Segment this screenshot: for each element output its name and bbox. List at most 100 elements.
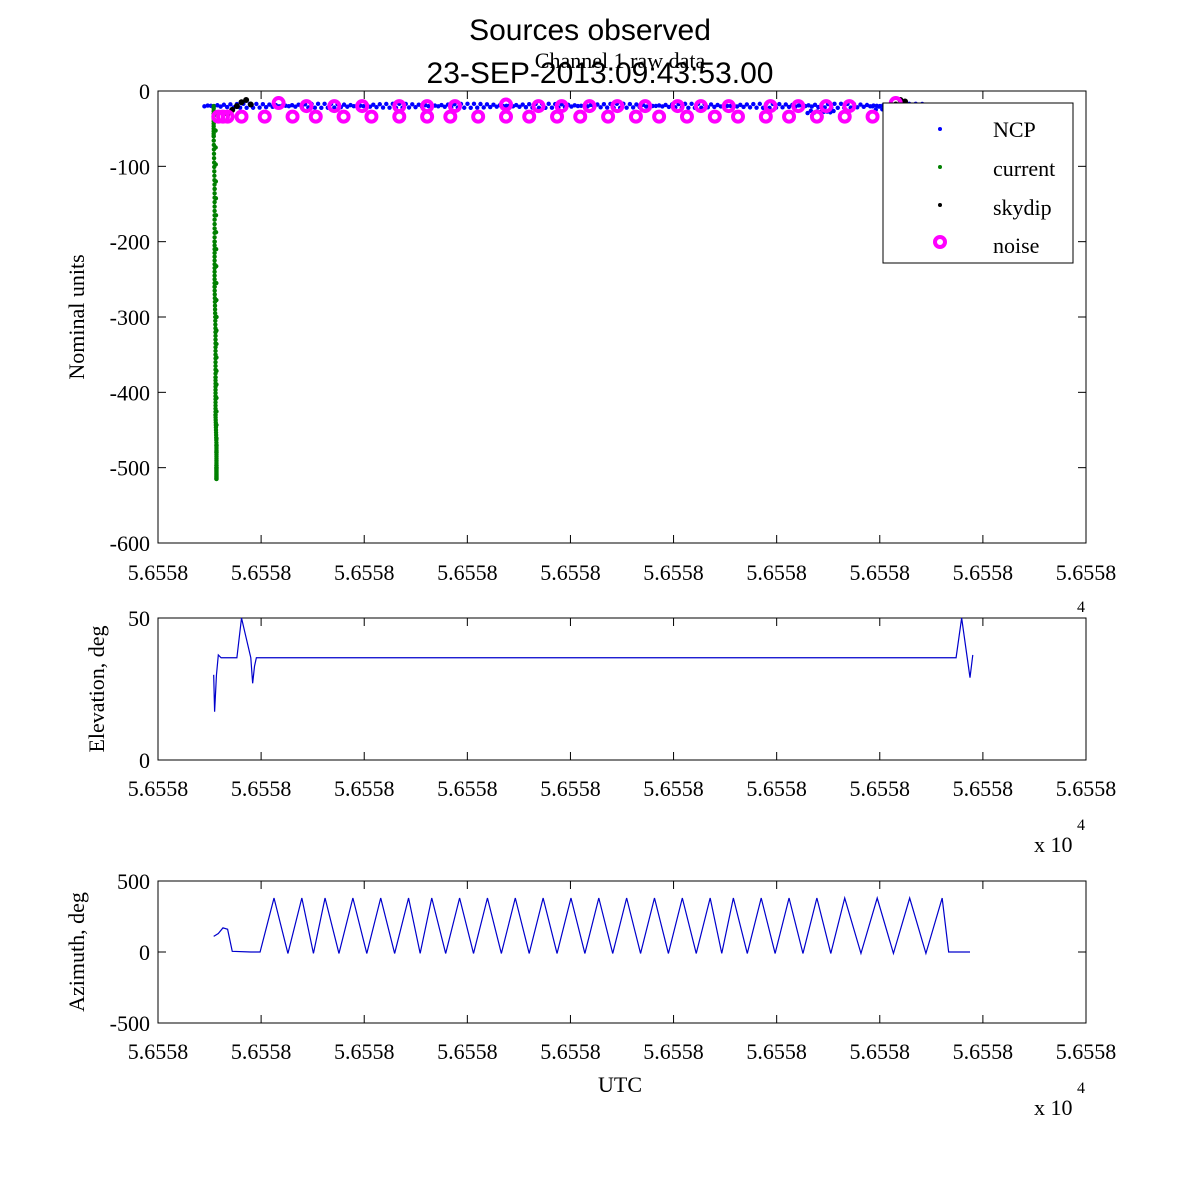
raw-data-x-ticks: 5.6558 5.6558 5.6558 5.6558 5.6558 5.6558 5.65…	[128, 91, 1116, 585]
ncp-point	[514, 102, 519, 108]
current-point	[213, 322, 218, 327]
skydip-point	[238, 99, 245, 106]
current-point	[214, 422, 219, 428]
current-point	[214, 395, 219, 401]
x-tick-label: 5.6558	[746, 776, 807, 801]
current-point	[211, 155, 217, 161]
noise-point	[865, 109, 880, 124]
ncp-point	[244, 105, 249, 111]
current-point	[214, 449, 219, 455]
ncp-point	[523, 105, 529, 110]
ncp-point	[377, 102, 382, 107]
current-point	[211, 151, 217, 156]
elevation-panel: 050 5.6558 5.6558 5.6558 5.6558 5.6558 5.6558…	[84, 599, 1116, 857]
legend-marker-noise	[933, 235, 947, 249]
ncp-point	[471, 101, 477, 107]
current-point	[213, 375, 218, 380]
ncp-point	[546, 101, 551, 107]
ncp-point	[689, 101, 694, 107]
current-point	[212, 258, 217, 263]
x-tick-label: 5.6558	[128, 776, 189, 801]
ncp-point	[559, 102, 564, 107]
ncp-point	[627, 101, 633, 107]
ncp-point	[870, 104, 875, 109]
current-point	[212, 277, 217, 282]
x-tick-label: 5.6558	[334, 560, 395, 585]
x-tick-label: 5.6558	[334, 1039, 395, 1064]
ncp-point	[416, 102, 421, 107]
current-point	[213, 378, 218, 383]
noise-point	[601, 109, 616, 124]
y-tick-label: 50	[128, 606, 150, 631]
ncp-point	[835, 105, 840, 110]
ncp-point	[780, 105, 785, 110]
x-tick-label: 5.6558	[540, 560, 601, 585]
ncp-point	[504, 103, 509, 108]
ncp-point	[805, 110, 810, 116]
current-point	[213, 387, 218, 393]
noise-point	[220, 109, 235, 124]
x-tick-label: 5.6558	[231, 560, 292, 585]
ncp-point	[725, 103, 730, 109]
ncp-point	[319, 105, 324, 111]
panel-title: Channel 1 raw data	[535, 48, 706, 73]
x-tick-label: 5.6558	[850, 1039, 911, 1064]
ncp-point	[777, 101, 782, 107]
ncp-point	[712, 104, 717, 110]
y-tick-label: -100	[110, 154, 150, 179]
noise-point	[628, 109, 643, 124]
current-point	[213, 348, 218, 354]
current-point	[212, 243, 217, 248]
azimuth-x-exponent: 4	[1077, 1080, 1085, 1097]
current-point	[214, 368, 219, 374]
current-point	[213, 247, 219, 252]
ncp-point	[744, 102, 750, 107]
ncp-point	[442, 104, 447, 109]
noise-point	[763, 99, 778, 114]
noise-point	[679, 109, 694, 124]
current-point	[212, 303, 218, 308]
ncp-point	[831, 108, 836, 114]
ncp-point	[754, 105, 759, 110]
ncp-point	[205, 103, 210, 108]
noise-point	[522, 109, 537, 124]
current-point	[212, 284, 217, 290]
ncp-point	[663, 102, 668, 108]
elevation-line	[213, 617, 974, 712]
current-point	[212, 269, 217, 274]
y-tick-label: 0	[139, 79, 150, 104]
current-point	[213, 145, 218, 150]
noise-point	[610, 99, 625, 114]
ncp-point	[312, 105, 318, 110]
current-point	[212, 307, 218, 312]
ncp-point	[263, 105, 269, 110]
azimuth-x-multiplier: x 10	[1034, 1095, 1073, 1120]
noise-point	[327, 99, 342, 114]
x-tick-label: 5.6558	[643, 776, 704, 801]
current-point	[214, 382, 219, 387]
current-point	[212, 204, 217, 209]
current-point	[214, 355, 219, 360]
ncp-point	[484, 102, 490, 107]
ncp-point	[634, 102, 639, 107]
current-point	[214, 436, 219, 441]
ncp-point	[465, 101, 470, 107]
ncp-point	[809, 104, 814, 109]
ncp-point	[741, 104, 746, 110]
noise-point	[638, 99, 653, 114]
ncp-point	[715, 102, 720, 108]
elevation-axes-box	[157, 617, 1087, 761]
ncp-point	[221, 102, 227, 107]
azimuth-x-ticks: 5.6558 5.6558 5.6558 5.6558 5.6558 5.6558 5.65…	[128, 881, 1116, 1064]
ncp-point	[734, 104, 740, 109]
current-point	[213, 400, 218, 405]
y-tick-label: -500	[110, 1011, 150, 1036]
ncp-point	[832, 101, 837, 107]
current-point	[212, 239, 217, 244]
noise-point	[234, 109, 249, 124]
noise-point	[499, 109, 513, 124]
current-point	[211, 134, 216, 139]
elevation-x-ticks: 5.6558 5.6558 5.6558 5.6558 5.6558 5.6558 5.65…	[128, 618, 1116, 801]
